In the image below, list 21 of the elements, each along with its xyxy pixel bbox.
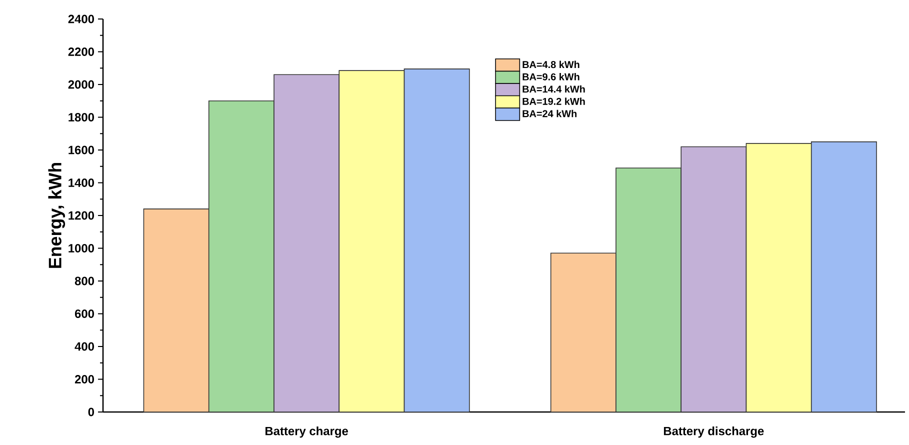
x-tick-label: Battery charge: [266, 426, 348, 438]
legend-label: BA=4.8 kWh: [522, 60, 580, 68]
y-tick-label: 1600: [68, 146, 94, 154]
y-tick-label: 2200: [68, 48, 94, 56]
y-tick-label: 600: [74, 310, 94, 318]
legend-label: BA=14.4 kWh: [522, 85, 585, 93]
y-tick-label: 1800: [68, 113, 94, 122]
legend-label: BA=19.2 kWh: [522, 98, 585, 105]
y-tick-label: 1000: [68, 244, 94, 252]
y-tick-label: 2400: [68, 14, 94, 24]
legend-label: BA=9.6 kWh: [522, 73, 580, 80]
y-tick-label: 800: [74, 276, 94, 286]
legend-label: BA=24 kWh: [522, 110, 577, 118]
y-tick-label: 1200: [68, 211, 94, 220]
y-tick-label: 200: [74, 375, 94, 384]
y-tick-label: 400: [74, 342, 94, 351]
y-tick-label: 0: [88, 408, 94, 416]
y-tick-label: 2000: [68, 80, 94, 89]
y-axis-title: Energy, kWh: [48, 162, 66, 268]
y-tick-label: 1400: [68, 178, 94, 187]
x-tick-label: Battery discharge: [664, 426, 764, 438]
